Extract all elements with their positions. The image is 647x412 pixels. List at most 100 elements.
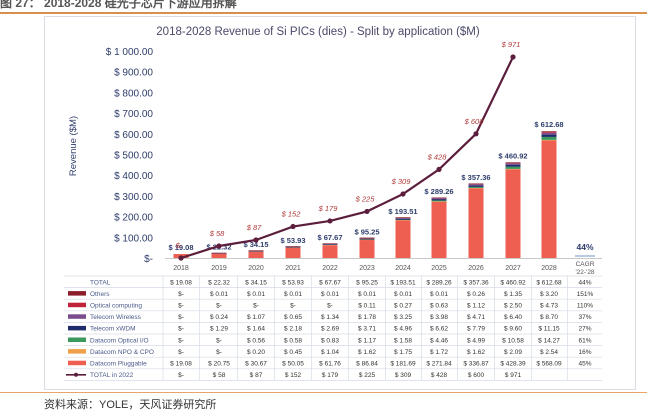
table-cell: $ 0.56 <box>247 337 265 344</box>
bar-segment <box>359 239 375 241</box>
bar-segment <box>468 185 484 187</box>
x-tick-label: 2022 <box>322 265 338 272</box>
y-tick-label: $ 500.00 <box>114 151 153 162</box>
figure-caption: 图 27： 2018-2028 硅光子芯片下游应用拆解 <box>0 0 237 10</box>
table-cell: $ 0.01 <box>247 291 265 298</box>
table-cagr-cell: 27% <box>578 326 591 333</box>
bar-segment <box>395 219 411 221</box>
bar-segment <box>431 198 447 200</box>
total-2022-point <box>253 237 259 243</box>
bar-segment <box>248 251 264 258</box>
bar-total-label: $ 357.36 <box>461 173 490 182</box>
table-cell: $ 0.01 <box>284 291 302 298</box>
table-cell: $ 0.01 <box>358 291 376 298</box>
table-cell: $ 9.60 <box>504 326 522 333</box>
table-cell: $ 1.78 <box>358 314 376 321</box>
y-tick-label: $ 700.00 <box>114 109 153 120</box>
table-row-label: Datacom NPO & CPO <box>90 349 154 356</box>
table-cell: $ 30.67 <box>245 361 267 368</box>
table-row-label: Others <box>90 291 110 298</box>
total-2022-point <box>473 131 479 137</box>
x-tick-label: 2024 <box>395 265 411 272</box>
table-row-label: Datacom Pluggable <box>90 361 147 368</box>
table-cagr-cell: 45% <box>578 361 591 368</box>
table-cell: $ 0.63 <box>430 303 448 310</box>
table-cell: $ 3.20 <box>540 291 558 298</box>
y-axis-label: Revenue ($M) <box>68 116 79 176</box>
bar-segment <box>541 131 557 132</box>
table-row-label: Telecom Wireless <box>90 314 142 321</box>
legend-swatch <box>68 302 86 308</box>
x-tick-label: 2019 <box>211 265 227 272</box>
bar-segment <box>431 197 447 199</box>
table-cell: $- <box>178 303 184 310</box>
table-cell: $ 0.11 <box>358 303 376 310</box>
table-cell: $ 4.71 <box>467 314 485 321</box>
table-cell: $ 0.20 <box>247 349 265 356</box>
table-cell: $ 0.58 <box>284 337 302 344</box>
table-cell: $ 22.32 <box>208 279 230 286</box>
table-cell: $ 0.26 <box>467 291 485 298</box>
table-cell: $ 19.08 <box>170 361 192 368</box>
table-cell: $ 87 <box>250 372 263 379</box>
table-cell: $ 1.72 <box>430 349 448 356</box>
table-cell: $ 1.75 <box>394 349 412 356</box>
bar-segment <box>468 188 484 258</box>
bar-segment <box>505 164 521 167</box>
table-cell: $- <box>178 337 184 344</box>
y-tick-label: $- <box>144 254 153 265</box>
bar-segment <box>285 246 301 247</box>
bar-segment <box>322 245 338 258</box>
table-cell: $ 95.25 <box>356 279 378 286</box>
bar-total-label: $ 193.51 <box>388 207 417 216</box>
table-cell: $ 460.92 <box>500 279 526 286</box>
line-point-label: $- <box>175 241 183 250</box>
bar-segment <box>541 132 557 135</box>
table-cagr-cell: 61% <box>578 337 591 344</box>
table-cell: $ 0.01 <box>210 291 228 298</box>
bar-segment <box>211 253 227 258</box>
bar-segment <box>431 201 447 258</box>
total-2022-point <box>327 218 333 224</box>
table-cell: $ 4.99 <box>467 337 485 344</box>
bar-segment <box>468 187 484 189</box>
bar-total-label: $ 460.92 <box>498 152 527 161</box>
cagr-header: CAGR <box>576 261 595 268</box>
y-tick-label: $ 100.00 <box>114 233 153 244</box>
bar-segment <box>395 218 411 219</box>
legend-swatch <box>68 325 86 331</box>
total-2022-point <box>400 191 406 197</box>
bar-segment <box>395 218 411 220</box>
table-cell: $ 1.17 <box>358 337 376 344</box>
line-point-label: $ 309 <box>391 177 412 186</box>
chart-title: 2018-2028 Revenue of Si PICs (dies) - Sp… <box>156 26 480 38</box>
table-cell: $ 61.76 <box>319 361 341 368</box>
table-cell: $ 289.26 <box>426 279 452 286</box>
table-cell: $ 7.79 <box>467 326 485 333</box>
table-cell: $ 58 <box>213 372 226 379</box>
table-cell: $ 53.93 <box>282 279 304 286</box>
table-cell: $ 3.25 <box>394 314 412 321</box>
table-cell: $ 600 <box>468 372 485 379</box>
bar-segment <box>505 169 521 258</box>
y-tick-label: $ 900.00 <box>114 68 153 79</box>
table-cell: $ 0.83 <box>321 337 339 344</box>
table-cell: $ 1.07 <box>247 314 265 321</box>
table-row-label: Telecom xWDM <box>90 326 136 333</box>
table-cell: $ 1.62 <box>358 349 376 356</box>
bar-segment <box>505 168 521 170</box>
bar-segment <box>541 134 557 137</box>
bar-segment <box>505 163 521 165</box>
source-rule <box>0 392 647 393</box>
bar-segment <box>395 217 411 218</box>
bar-total-label: $ 67.67 <box>317 233 342 242</box>
y-tick-label: $ 300.00 <box>114 192 153 203</box>
bar-total-label: $ 612.68 <box>534 120 563 129</box>
table-cell: $ 20.75 <box>208 361 230 368</box>
caption-rule <box>0 12 647 14</box>
table-cell: $ 50.05 <box>282 361 304 368</box>
line-point-label: $ 971 <box>501 40 521 49</box>
table-cell: $- <box>178 372 184 379</box>
table-cell: $ 225 <box>359 372 376 379</box>
total-2022-point <box>178 255 184 261</box>
